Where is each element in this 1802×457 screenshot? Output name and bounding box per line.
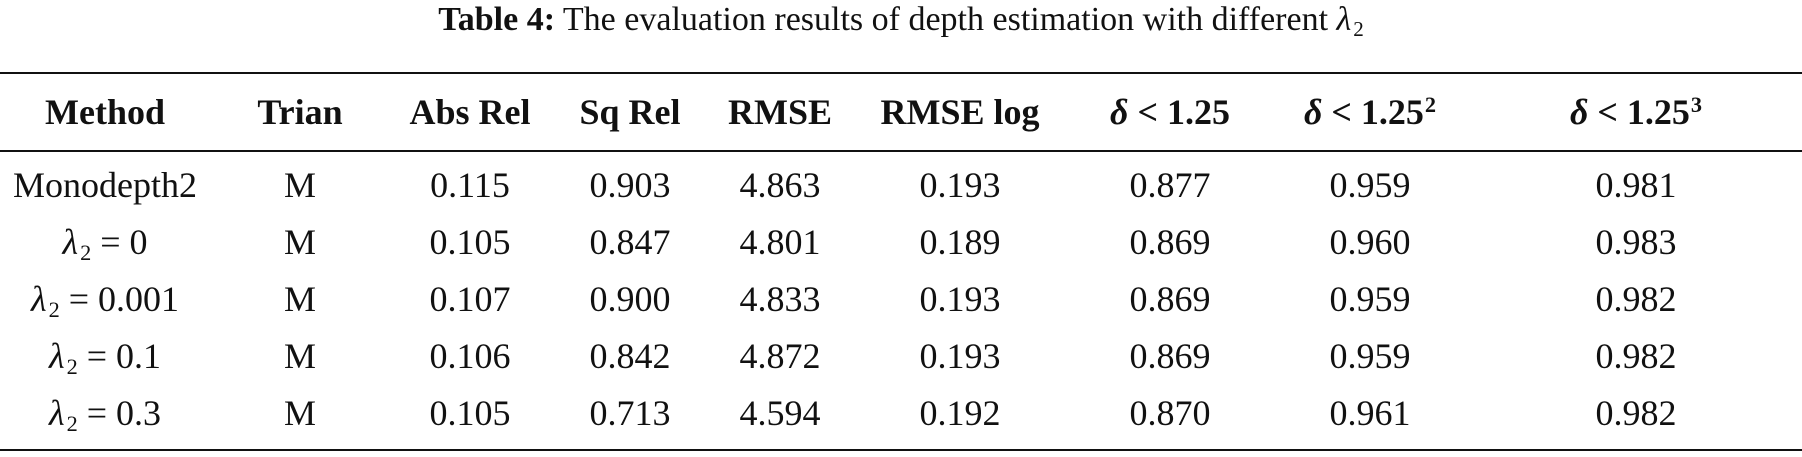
delta-symbol: δ [1569,92,1589,132]
table-row: λ2 = 0 M 0.105 0.847 4.801 0.189 0.869 0… [0,213,1802,270]
table-top-rule [0,72,1802,74]
cell-trian: M [283,335,316,376]
cell-method: λ2 = 0.3 [0,384,210,441]
header-rmse-log: RMSE log [880,92,1040,132]
cell-rmse: 4.833 [739,278,821,319]
cell-rmse: 4.801 [739,221,821,262]
table-row: λ2 = 0.1 M 0.106 0.842 4.872 0.193 0.869… [0,327,1802,384]
lambda-symbol: λ [30,278,47,319]
header-delta-2-text: < 1.25 [1322,92,1424,132]
header-method: Method [45,92,165,132]
cell-sq-rel: 0.847 [589,221,671,262]
cell-delta-1: 0.877 [1129,164,1211,205]
cell-delta-1: 0.869 [1129,221,1211,262]
cell-delta-1: 0.869 [1129,278,1211,319]
cell-abs-rel: 0.105 [429,221,511,262]
cell-rmse: 4.872 [739,335,821,376]
lambda-subscript: 2 [66,410,78,436]
cell-delta-1: 0.870 [1129,392,1211,433]
cell-rmse-log: 0.193 [919,278,1001,319]
cell-delta-3: 0.982 [1595,392,1677,433]
cell-delta-2: 0.961 [1329,392,1411,433]
lambda-value: = 0 [91,221,148,262]
table-row: λ2 = 0.3 M 0.105 0.713 4.594 0.192 0.870… [0,384,1802,441]
table-caption: Table 4: The evaluation results of depth… [0,0,1802,54]
cell-method: Monodepth2 [13,164,197,205]
cell-abs-rel: 0.107 [429,278,511,319]
cell-abs-rel: 0.106 [429,335,511,376]
cell-rmse-log: 0.193 [919,164,1001,205]
cell-rmse-log: 0.193 [919,335,1001,376]
cell-rmse: 4.594 [739,392,821,433]
lambda-subscript: 2 [80,239,92,265]
cell-sq-rel: 0.900 [589,278,671,319]
header-delta-1: δ < 1.25 [1070,74,1270,150]
table-header-rule [0,150,1802,152]
cell-abs-rel: 0.115 [430,164,510,205]
cell-method: λ2 = 0.001 [0,270,210,327]
header-trian: Trian [257,92,343,132]
table-bottom-rule [0,449,1802,451]
cell-delta-2: 0.959 [1329,278,1411,319]
caption-label: Table 4: [438,1,556,38]
lambda-value: = 0.001 [59,278,180,319]
results-table: Method Trian Abs Rel Sq Rel RMSE RMSE lo… [0,74,1802,441]
header-delta-2: δ < 1.252 [1270,74,1470,150]
lambda-symbol: λ [48,335,65,376]
cell-trian: M [283,221,316,262]
cell-sq-rel: 0.713 [589,392,671,433]
cell-sq-rel: 0.842 [589,335,671,376]
caption-lambda-subscript: 2 [1353,16,1364,41]
lambda-subscript: 2 [48,296,60,322]
table-row: λ2 = 0.001 M 0.107 0.900 4.833 0.193 0.8… [0,270,1802,327]
caption-lambda-symbol: λ [1336,1,1352,38]
lambda-subscript: 2 [66,353,78,379]
table-row: Monodepth2 M 0.115 0.903 4.863 0.193 0.8… [0,150,1802,213]
lambda-symbol: λ [48,392,65,433]
header-delta-3: δ < 1.253 [1470,74,1802,150]
header-sq-rel: Sq Rel [579,92,681,132]
lambda-value: = 0.3 [77,392,162,433]
cell-delta-2: 0.960 [1329,221,1411,262]
header-delta-3-text: < 1.25 [1588,92,1690,132]
cell-delta-3: 0.981 [1595,164,1677,205]
header-row: Method Trian Abs Rel Sq Rel RMSE RMSE lo… [0,74,1802,150]
cell-trian: M [283,392,316,433]
header-delta-3-exponent: 3 [1690,91,1703,117]
header-delta-2-exponent: 2 [1424,91,1437,117]
delta-symbol: δ [1110,92,1129,132]
cell-rmse: 4.863 [739,164,821,205]
cell-trian: M [283,278,316,319]
cell-delta-3: 0.982 [1595,335,1677,376]
cell-delta-3: 0.983 [1595,221,1677,262]
cell-method: λ2 = 0 [0,213,210,270]
cell-delta-3: 0.982 [1595,278,1677,319]
delta-symbol: δ [1303,92,1323,132]
cell-trian: M [283,164,316,205]
caption-text: The evaluation results of depth estimati… [562,1,1329,38]
cell-sq-rel: 0.903 [589,164,671,205]
cell-delta-1: 0.869 [1129,335,1211,376]
lambda-value: = 0.1 [77,335,162,376]
cell-method: λ2 = 0.1 [0,327,210,384]
header-delta-1-text: < 1.25 [1128,92,1230,132]
cell-delta-2: 0.959 [1329,164,1411,205]
header-abs-rel: Abs Rel [409,92,531,132]
cell-delta-2: 0.959 [1329,335,1411,376]
cell-rmse-log: 0.192 [919,392,1001,433]
cell-abs-rel: 0.105 [429,392,511,433]
cell-rmse-log: 0.189 [919,221,1001,262]
header-rmse: RMSE [727,92,832,132]
lambda-symbol: λ [62,221,79,262]
